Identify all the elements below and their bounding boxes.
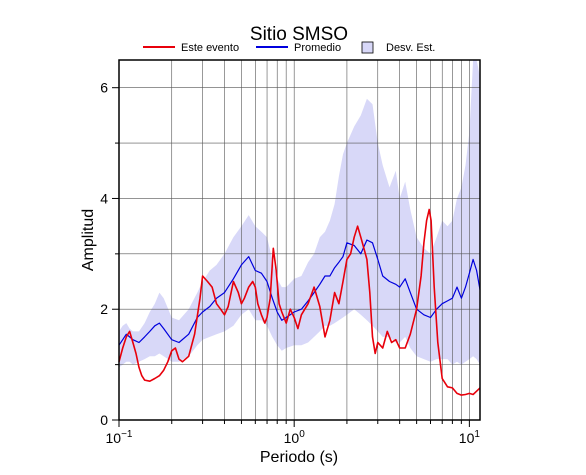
std-band-layer [119, 60, 480, 368]
x-tick-label: 10−1 [106, 429, 133, 446]
series-line-promedio [118, 239, 481, 346]
y-tick-label: 2 [100, 301, 108, 317]
y-tick-label: 6 [100, 80, 108, 96]
legend-label: Promedio [294, 42, 341, 54]
plot-area [118, 59, 481, 421]
std-band [119, 60, 480, 368]
legend: Este evento Promedio Desv. Est. [143, 41, 435, 54]
y-tick-label: 0 [100, 412, 108, 428]
legend-label: Desv. Est. [386, 42, 435, 54]
x-axis-label: Periodo (s) [260, 449, 338, 466]
grid-layer [119, 60, 480, 420]
y-tick-label: 4 [100, 190, 108, 206]
series-layer [118, 208, 481, 396]
x-tick-label: 100 [284, 429, 306, 446]
legend-swatch-band [361, 41, 374, 54]
y-axis-label: Amplitud [80, 209, 97, 271]
chart-title: Sitio SMSO [250, 24, 348, 45]
plot-frame [118, 59, 481, 421]
series-line-este-evento [118, 208, 481, 396]
x-tick-label: 101 [459, 429, 481, 446]
legend-label: Este evento [181, 42, 239, 54]
